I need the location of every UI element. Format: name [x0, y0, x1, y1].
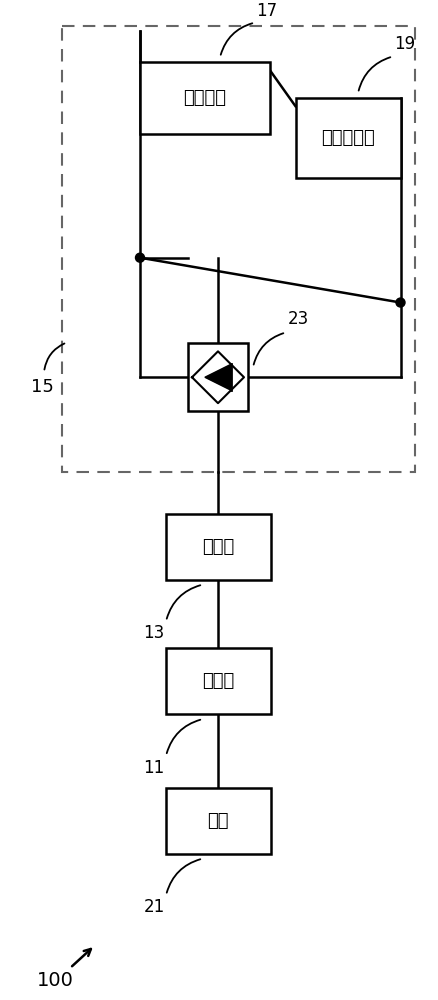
Bar	[166, 788, 271, 854]
Text: 15: 15	[31, 378, 53, 396]
Text: 21: 21	[143, 898, 165, 916]
Text: 调光器: 调光器	[202, 672, 234, 690]
Text: 23: 23	[287, 310, 309, 328]
Text: 11: 11	[143, 759, 165, 777]
Bar	[166, 648, 271, 714]
Bar	[140, 62, 270, 134]
Text: 17: 17	[256, 2, 278, 20]
Text: 假负载电路: 假负载电路	[321, 129, 375, 147]
Circle shape	[135, 253, 145, 262]
Text: 13: 13	[143, 624, 165, 642]
Circle shape	[396, 298, 405, 307]
Text: 19: 19	[395, 35, 416, 53]
Text: 电源: 电源	[207, 812, 229, 830]
Bar	[62, 26, 415, 472]
Text: 变压器: 变压器	[202, 538, 234, 556]
Text: 光换能器: 光换能器	[184, 89, 226, 107]
Bar	[296, 98, 400, 178]
Bar	[166, 514, 271, 580]
Polygon shape	[205, 364, 231, 390]
Text: 100: 100	[36, 971, 74, 990]
Bar	[188, 343, 248, 411]
